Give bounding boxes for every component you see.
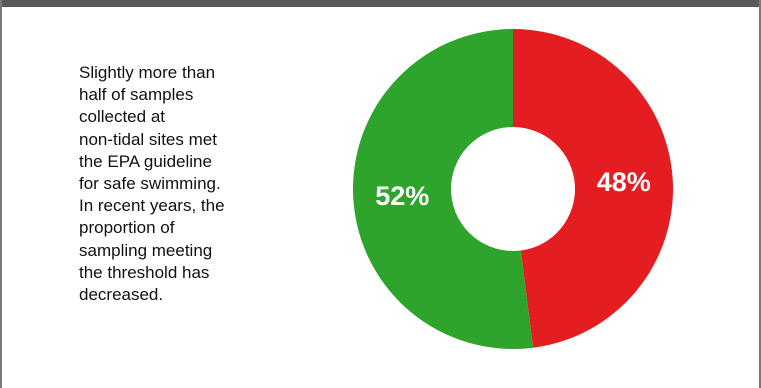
donut-slice-48pct xyxy=(513,29,674,348)
slice-label-52pct: 52% xyxy=(375,181,429,211)
top-border xyxy=(0,0,761,7)
donut-labels: 48% 52% xyxy=(375,167,651,211)
slice-label-48pct: 48% xyxy=(597,167,651,197)
donut-slices xyxy=(353,29,674,349)
donut-slice-52pct xyxy=(353,29,534,349)
right-border xyxy=(759,0,761,388)
left-border xyxy=(0,0,2,388)
chart-description: Slightly more than half of samples colle… xyxy=(79,63,225,305)
